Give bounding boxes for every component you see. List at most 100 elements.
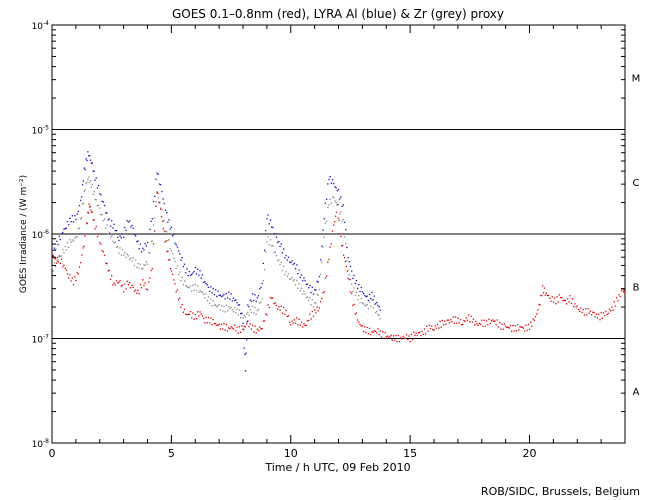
data-point — [364, 304, 366, 306]
data-point — [379, 309, 381, 311]
data-point — [389, 335, 391, 338]
x-tick-label: 0 — [49, 447, 56, 460]
data-point — [162, 220, 164, 222]
data-point — [280, 243, 282, 245]
data-point — [194, 313, 196, 316]
x-tick-label: 15 — [403, 447, 417, 460]
data-point — [123, 254, 125, 256]
data-point — [416, 334, 418, 337]
flare-class-lines — [52, 129, 625, 339]
data-point — [225, 304, 227, 306]
data-point — [432, 328, 434, 331]
data-point — [65, 227, 68, 229]
data-point — [218, 303, 220, 306]
data-point — [208, 322, 211, 324]
data-point — [354, 313, 356, 315]
data-point — [293, 279, 296, 281]
data-point — [361, 302, 364, 304]
data-point — [622, 291, 624, 293]
data-point — [222, 310, 224, 312]
data-point — [119, 280, 121, 282]
data-point — [188, 313, 190, 316]
data-point — [244, 370, 247, 372]
data-point — [65, 269, 68, 271]
data-point — [199, 311, 201, 313]
data-point — [314, 289, 316, 291]
data-point — [84, 168, 86, 171]
data-point — [296, 279, 298, 281]
data-point — [532, 318, 534, 320]
data-point — [372, 331, 374, 333]
data-point — [237, 314, 239, 316]
data-point — [470, 315, 472, 318]
data-point — [51, 266, 53, 269]
data-point — [309, 297, 311, 299]
data-point — [425, 333, 427, 335]
y-axis-label: GOES Irradiance / (W m⁻²) — [19, 175, 29, 293]
data-point — [338, 219, 340, 221]
data-point — [224, 311, 226, 313]
data-point — [370, 334, 372, 336]
data-point — [271, 226, 273, 228]
data-point — [285, 309, 287, 311]
data-point — [250, 328, 253, 330]
data-point — [210, 286, 212, 288]
data-point — [189, 274, 192, 277]
data-point — [142, 247, 144, 249]
data-point — [599, 319, 601, 321]
data-point — [370, 297, 372, 300]
data-point — [288, 278, 291, 280]
data-point — [408, 335, 410, 337]
data-point — [588, 312, 590, 314]
data-point — [263, 249, 266, 252]
data-point — [336, 204, 339, 206]
data-point — [298, 283, 300, 285]
data-point — [559, 297, 562, 299]
data-point — [574, 303, 576, 305]
data-point — [81, 203, 84, 205]
data-point — [549, 297, 551, 299]
data-point — [182, 283, 185, 286]
data-point — [87, 212, 90, 214]
data-point — [278, 306, 280, 308]
data-point — [170, 250, 173, 252]
data-point — [95, 199, 97, 201]
data-point — [265, 251, 267, 253]
data-point — [266, 314, 268, 316]
data-point — [371, 331, 373, 333]
data-point — [105, 262, 107, 264]
data-point — [206, 284, 208, 286]
data-point — [488, 318, 490, 320]
data-point — [105, 227, 107, 229]
data-point — [82, 202, 85, 204]
data-point — [337, 217, 339, 219]
data-point — [429, 327, 432, 330]
data-point — [330, 243, 333, 245]
data-point — [69, 274, 71, 276]
data-point — [173, 233, 175, 236]
data-point — [318, 288, 321, 291]
data-point — [563, 299, 565, 301]
data-point — [177, 273, 180, 276]
data-point — [59, 238, 62, 241]
data-point — [468, 314, 470, 316]
data-point — [353, 274, 355, 277]
data-point — [286, 259, 288, 261]
flare-class-label: A — [633, 387, 640, 398]
data-point — [152, 200, 155, 203]
data-point — [93, 190, 95, 193]
data-point — [292, 322, 294, 324]
data-point — [362, 303, 365, 305]
data-point — [305, 324, 307, 327]
data-point — [238, 304, 241, 306]
data-point — [205, 316, 207, 319]
data-point — [230, 306, 232, 309]
data-point — [296, 264, 298, 266]
data-point — [155, 205, 157, 208]
data-point — [409, 340, 411, 343]
data-point — [341, 220, 343, 222]
data-point — [346, 270, 348, 272]
data-point — [438, 327, 440, 329]
data-point — [272, 226, 274, 229]
data-point — [222, 328, 224, 330]
